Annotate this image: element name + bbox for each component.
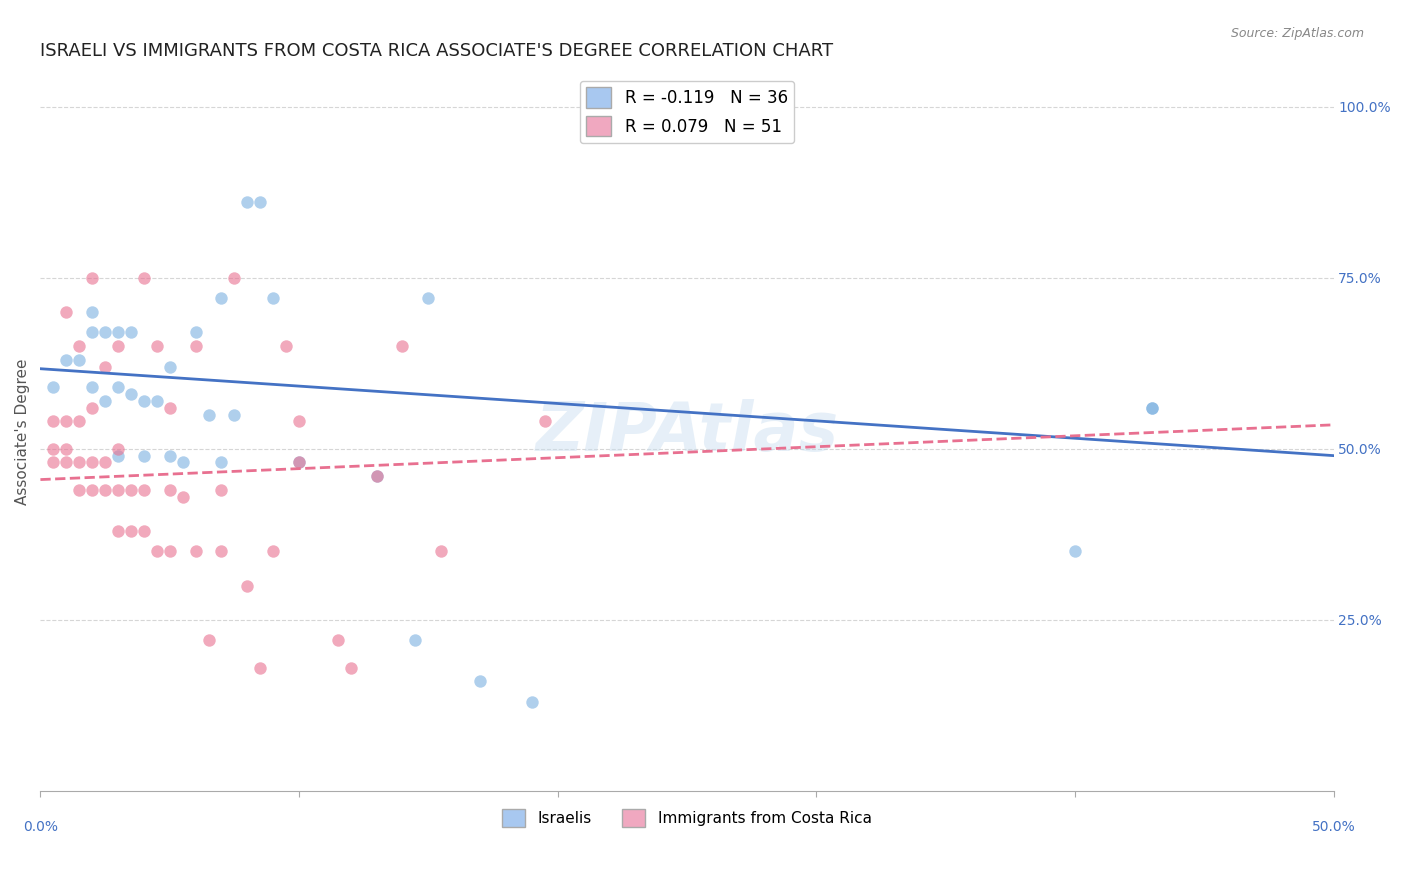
Point: [262, 544, 284, 558]
Point: [120, 483, 142, 497]
Point: [159, 483, 181, 497]
Point: [42, 414, 65, 428]
Point: [288, 455, 311, 469]
Point: [42, 455, 65, 469]
Point: [146, 393, 169, 408]
Point: [42, 380, 65, 394]
Point: [146, 339, 169, 353]
Point: [211, 544, 233, 558]
Point: [42, 442, 65, 456]
Point: [132, 270, 155, 285]
Point: [82, 305, 104, 319]
Text: 50.0%: 50.0%: [1312, 820, 1355, 834]
Point: [107, 326, 129, 340]
Point: [262, 291, 284, 305]
Point: [55, 352, 77, 367]
Point: [236, 579, 259, 593]
Point: [107, 380, 129, 394]
Point: [249, 195, 271, 210]
Point: [159, 449, 181, 463]
Point: [67, 483, 90, 497]
Point: [82, 380, 104, 394]
Point: [55, 305, 77, 319]
Point: [430, 544, 453, 558]
Point: [107, 442, 129, 456]
Point: [533, 414, 555, 428]
Point: [67, 414, 90, 428]
Point: [82, 326, 104, 340]
Point: [94, 393, 117, 408]
Point: [211, 455, 233, 469]
Point: [249, 661, 271, 675]
Point: [132, 449, 155, 463]
Point: [274, 339, 297, 353]
Y-axis label: Associate's Degree: Associate's Degree: [15, 359, 30, 505]
Point: [520, 695, 543, 709]
Point: [366, 469, 388, 483]
Point: [82, 270, 104, 285]
Point: [224, 408, 246, 422]
Point: [184, 339, 207, 353]
Point: [366, 469, 388, 483]
Point: [107, 449, 129, 463]
Point: [288, 455, 311, 469]
Point: [82, 483, 104, 497]
Point: [197, 633, 219, 648]
Point: [391, 339, 413, 353]
Point: [224, 270, 246, 285]
Point: [326, 633, 349, 648]
Text: ZIPAtlas: ZIPAtlas: [536, 399, 838, 465]
Point: [82, 401, 104, 415]
Point: [468, 674, 491, 689]
Point: [120, 387, 142, 401]
Point: [55, 455, 77, 469]
Point: [159, 401, 181, 415]
Point: [236, 195, 259, 210]
Point: [67, 455, 90, 469]
Point: [132, 483, 155, 497]
Point: [1142, 401, 1164, 415]
Point: [211, 483, 233, 497]
Point: [132, 524, 155, 538]
Point: [172, 455, 194, 469]
Point: [94, 359, 117, 374]
Legend: Israelis, Immigrants from Costa Rica: Israelis, Immigrants from Costa Rica: [496, 803, 877, 834]
Point: [132, 393, 155, 408]
Text: Source: ZipAtlas.com: Source: ZipAtlas.com: [1230, 27, 1364, 40]
Point: [82, 455, 104, 469]
Point: [94, 483, 117, 497]
Point: [94, 455, 117, 469]
Text: ISRAELI VS IMMIGRANTS FROM COSTA RICA ASSOCIATE'S DEGREE CORRELATION CHART: ISRAELI VS IMMIGRANTS FROM COSTA RICA AS…: [41, 42, 834, 60]
Point: [107, 524, 129, 538]
Point: [146, 544, 169, 558]
Point: [55, 414, 77, 428]
Text: 0.0%: 0.0%: [22, 820, 58, 834]
Point: [184, 326, 207, 340]
Point: [120, 326, 142, 340]
Point: [288, 414, 311, 428]
Point: [184, 544, 207, 558]
Point: [55, 442, 77, 456]
Point: [1142, 401, 1164, 415]
Point: [418, 291, 440, 305]
Point: [67, 352, 90, 367]
Point: [404, 633, 426, 648]
Point: [172, 490, 194, 504]
Point: [211, 291, 233, 305]
Point: [67, 339, 90, 353]
Point: [197, 408, 219, 422]
Point: [159, 359, 181, 374]
Point: [159, 544, 181, 558]
Point: [107, 483, 129, 497]
Point: [94, 326, 117, 340]
Point: [107, 339, 129, 353]
Point: [120, 524, 142, 538]
Point: [339, 661, 361, 675]
Point: [1064, 544, 1087, 558]
